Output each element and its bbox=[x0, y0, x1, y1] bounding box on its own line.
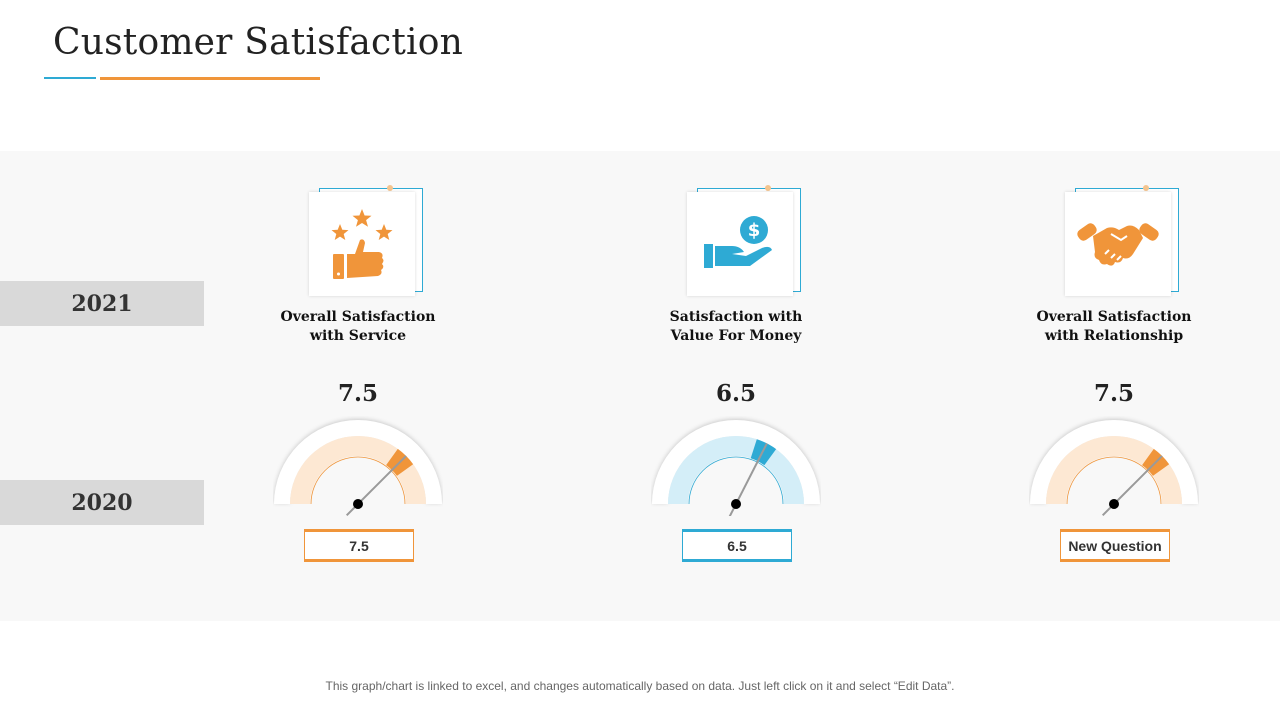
metric-value-2020-box: New Question bbox=[1060, 529, 1170, 562]
gauge bbox=[652, 420, 820, 516]
gauge-bezel bbox=[652, 420, 820, 504]
thumbs-up-stars-icon bbox=[331, 209, 393, 279]
handshake-icon bbox=[1077, 223, 1159, 266]
gauge-inner-arc bbox=[1066, 456, 1162, 505]
metric-label: Overall Satisfaction with Service bbox=[280, 309, 436, 344]
year-label-2021: 2021 bbox=[0, 281, 204, 326]
gauge-inner-arc bbox=[688, 456, 784, 505]
metric-card-relationship: Overall Satisfaction with Relationship 7… bbox=[994, 151, 1234, 621]
metric-card-service: Overall Satisfaction with Service 7.5 7.… bbox=[238, 151, 478, 621]
title-underline-orange bbox=[100, 77, 320, 80]
title-underline-blue bbox=[44, 77, 96, 79]
svg-text:$: $ bbox=[748, 220, 761, 241]
metric-value-2021: 6.5 bbox=[715, 380, 756, 407]
page-title: Customer Satisfaction bbox=[53, 22, 464, 63]
metric-value-2021: 7.5 bbox=[1093, 380, 1134, 407]
gauge-bezel bbox=[1030, 420, 1198, 504]
metric-label: Overall Satisfaction with Relationship bbox=[1036, 309, 1192, 344]
gauge-track bbox=[290, 436, 426, 504]
icon-frame: $ bbox=[687, 185, 801, 296]
gauge-bezel bbox=[274, 420, 442, 504]
gauge-hub bbox=[353, 499, 363, 509]
metric-value-2020-box: 7.5 bbox=[304, 529, 414, 562]
gauge bbox=[1030, 420, 1198, 516]
year-label-2020: 2020 bbox=[0, 480, 204, 525]
metric-card-value-for-money: $ Satisfaction with Value For Money 6.5 … bbox=[616, 151, 856, 621]
icon-frame bbox=[309, 185, 423, 296]
icon-frame bbox=[1065, 185, 1179, 296]
hand-dollar-icon: $ bbox=[704, 216, 772, 268]
gauge bbox=[274, 420, 442, 516]
gauge-hub bbox=[731, 499, 741, 509]
footer-note: This graph/chart is linked to excel, and… bbox=[325, 679, 955, 693]
metric-value-2021: 7.5 bbox=[337, 380, 378, 407]
metric-value-2020-box: 6.5 bbox=[682, 529, 792, 562]
metric-label: Satisfaction with Value For Money bbox=[669, 309, 803, 344]
gauge-track bbox=[1046, 436, 1182, 504]
gauge-inner-arc bbox=[310, 456, 406, 505]
gauge-hub bbox=[1109, 499, 1119, 509]
